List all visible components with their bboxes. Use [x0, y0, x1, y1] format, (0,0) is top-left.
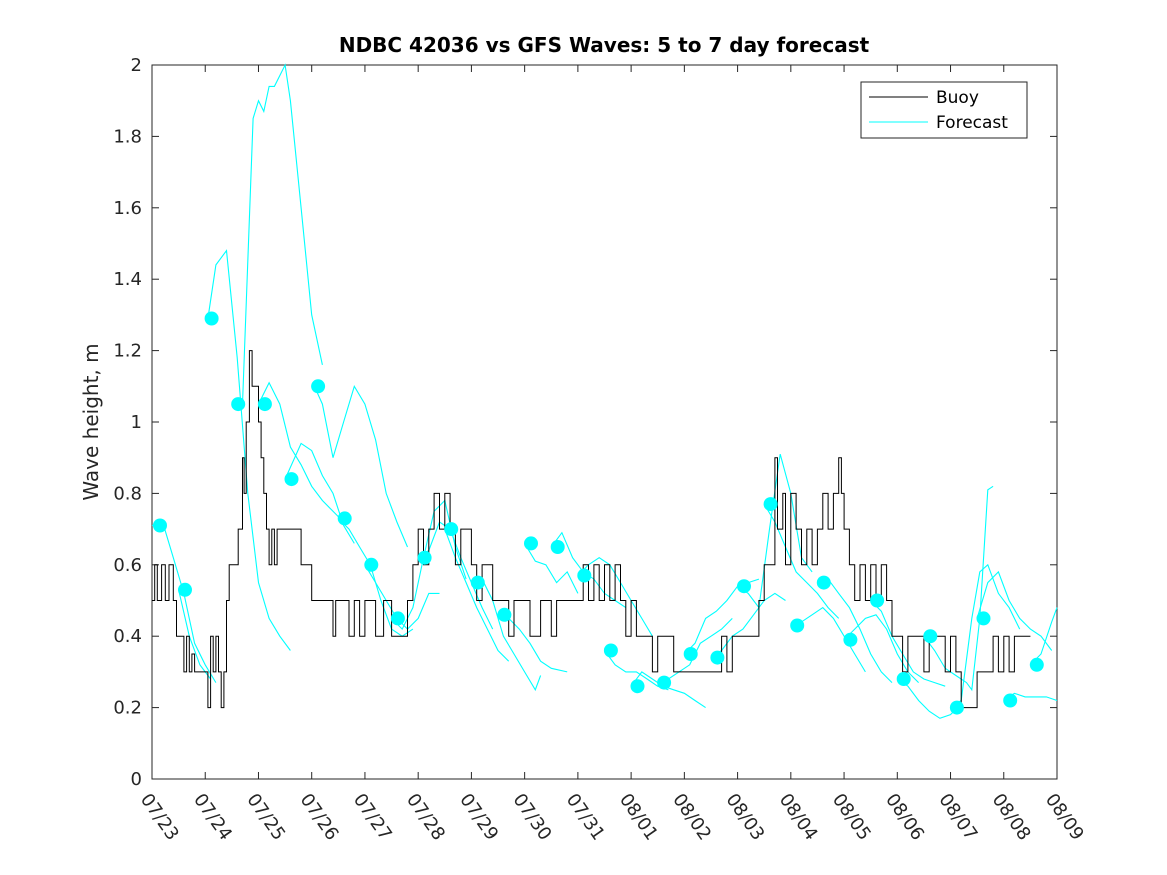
legend-box: [860, 81, 1028, 139]
legend-buoy-label: Buoy: [936, 88, 979, 108]
forecast-marker: [923, 629, 938, 644]
y-tick-label: 0.4: [113, 626, 142, 647]
buoy-line: [152, 350, 1031, 709]
forecast-line: [258, 381, 344, 523]
forecast-marker: [337, 511, 352, 526]
forecast-line: [976, 570, 1053, 651]
forecast-marker: [763, 497, 778, 512]
forecast-marker: [949, 700, 964, 715]
forecast-line: [710, 592, 786, 659]
forecast-marker: [1003, 693, 1018, 708]
forecast-marker: [577, 568, 592, 583]
legend-forecast-label: Forecast: [936, 113, 1008, 133]
forecast-line: [231, 63, 323, 405]
forecast-marker: [603, 643, 618, 658]
forecast-marker: [550, 540, 565, 554]
y-tick-label: 1.6: [113, 198, 142, 219]
forecast-marker: [683, 647, 698, 661]
forecast-marker: [497, 607, 512, 622]
forecast-line: [284, 442, 355, 544]
forecast-marker: [737, 579, 751, 594]
series-layer: [151, 63, 1058, 719]
y-tick-label: 1.4: [113, 269, 142, 290]
forecast-line: [604, 650, 669, 691]
forecast-marker: [364, 557, 379, 572]
forecast-line: [790, 606, 866, 673]
y-tick-label: 2: [131, 55, 142, 76]
legend: Buoy Forecast: [860, 81, 1028, 139]
y-tick-label: 0.8: [113, 483, 142, 504]
forecast-marker: [896, 672, 911, 686]
forecast-line: [950, 563, 1021, 709]
y-tick-label: 0.2: [113, 698, 142, 719]
plot-area: [151, 64, 1058, 780]
forecast-line: [763, 503, 840, 619]
forecast-marker: [178, 582, 192, 597]
plot-frame: [151, 64, 1058, 780]
forecast-marker: [153, 518, 167, 533]
forecast-marker: [284, 472, 299, 487]
forecast-marker: [470, 575, 485, 590]
forecast-line: [843, 614, 919, 683]
forecast-marker: [1029, 657, 1044, 672]
forecast-marker: [976, 611, 991, 626]
forecast-marker: [790, 618, 805, 633]
y-tick-label: 0.6: [113, 555, 142, 576]
y-tick-label: 1: [131, 412, 142, 433]
y-tick-label: 0: [131, 769, 142, 790]
forecast-marker: [417, 550, 432, 565]
forecast-marker: [630, 679, 645, 694]
forecast-marker: [524, 536, 538, 551]
forecast-line: [524, 543, 579, 594]
forecast-marker: [231, 397, 246, 412]
forecast-line: [207, 249, 291, 651]
forecast-marker: [816, 575, 831, 590]
forecast-marker: [390, 611, 405, 626]
forecast-marker: [710, 650, 725, 665]
forecast-marker: [311, 379, 326, 394]
y-tick-label: 1.2: [113, 341, 142, 362]
forecast-marker: [257, 397, 272, 412]
forecast-marker: [870, 593, 885, 608]
forecast-marker: [843, 632, 858, 647]
forecast-line: [923, 485, 994, 692]
chart-title: NDBC 42036 vs GFS Waves: 5 to 7 day fore…: [339, 33, 870, 57]
forecast-marker: [204, 311, 219, 326]
y-tick-label: 1.8: [113, 126, 142, 147]
forecast-line: [896, 678, 962, 719]
forecast-line: [313, 384, 409, 548]
y-axis: 0 0.2 0.4 0.6 0.8 1 1.2 1.4 1.6 1.8 2: [113, 55, 1057, 790]
forecast-marker: [444, 522, 459, 537]
y-axis-label: Wave height, m: [79, 343, 103, 500]
forecast-marker: [657, 675, 672, 690]
